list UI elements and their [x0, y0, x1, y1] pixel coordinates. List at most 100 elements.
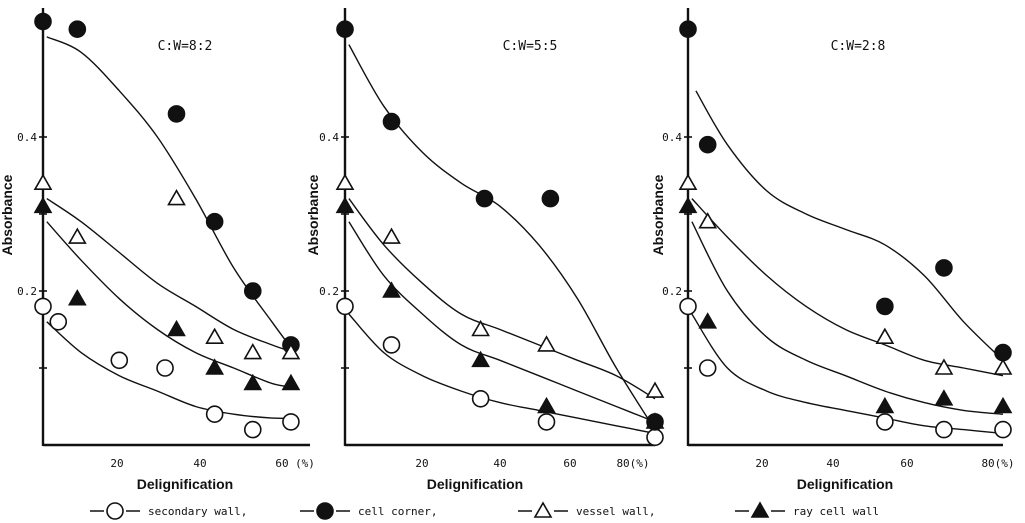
- legend-marker: [533, 501, 553, 518]
- data-point: [698, 312, 718, 329]
- fit-curve: [691, 313, 1004, 435]
- series-open-triangle: [678, 173, 1013, 377]
- data-point: [471, 389, 490, 408]
- legend-label: vessel wall,: [576, 505, 655, 518]
- data-point: [243, 420, 262, 439]
- data-point: [698, 359, 717, 377]
- fit-curve: [348, 221, 656, 423]
- data-point: [993, 358, 1013, 375]
- x-tick-label-1: 20: [415, 457, 428, 470]
- data-point: [934, 358, 954, 375]
- data-point: [205, 327, 225, 345]
- data-point: [110, 351, 129, 370]
- data-point: [645, 381, 665, 398]
- chart-panel-2: 0.2 0.4 20 40 60 80(%) Delignification Absorban…: [305, 8, 665, 492]
- data-point: [167, 188, 186, 206]
- data-point: [935, 259, 953, 277]
- series-open-triangle: [33, 173, 301, 360]
- data-point: [282, 413, 300, 431]
- data-point: [34, 12, 52, 31]
- data-point: [33, 173, 53, 190]
- y-axis-label: Absorbance: [650, 174, 666, 255]
- data-point: [281, 373, 301, 391]
- y-tick-label-1: 0.2: [17, 285, 37, 298]
- fit-curve: [46, 198, 295, 354]
- x-tick-label-3: 60: [900, 457, 913, 470]
- x-tick-label-4: (%): [295, 457, 315, 470]
- legend-item: vessel wall,: [518, 501, 655, 518]
- data-point: [994, 343, 1012, 362]
- data-point: [678, 173, 698, 190]
- legend-label: ray cell wall: [793, 505, 879, 518]
- data-point: [994, 420, 1012, 439]
- data-point: [49, 312, 68, 331]
- x-tick-label-2: 40: [493, 457, 506, 470]
- y-tick-label-2: 0.4: [17, 131, 37, 144]
- x-tick-label-1: 20: [110, 457, 123, 470]
- panel-title: C:W=5:5: [503, 39, 558, 54]
- x-axis-label: Delignification: [797, 476, 893, 492]
- legend-item: secondary wall,: [90, 502, 247, 520]
- fit-curve: [46, 221, 295, 388]
- x-tick-label-1: 20: [755, 457, 768, 470]
- fit-curve: [348, 313, 656, 435]
- series-filled-triangle: [678, 196, 1013, 415]
- data-point: [243, 342, 263, 360]
- data-point: [205, 358, 225, 375]
- data-point: [67, 227, 87, 244]
- data-point: [645, 412, 665, 429]
- data-point: [537, 335, 556, 352]
- data-point: [68, 20, 87, 39]
- data-point: [336, 20, 354, 39]
- x-axis-label: Delignification: [427, 476, 523, 492]
- x-axis-label: Delignification: [137, 476, 233, 492]
- data-point: [382, 112, 401, 131]
- data-point: [875, 327, 895, 345]
- data-point: [281, 342, 301, 360]
- data-point: [646, 428, 664, 447]
- y-tick-label-1: 0.2: [319, 285, 339, 298]
- legend-item: ray cell wall: [735, 501, 879, 518]
- data-point: [382, 336, 401, 354]
- data-point: [167, 319, 186, 337]
- data-point: [205, 212, 224, 231]
- data-point: [335, 173, 355, 190]
- data-point: [475, 189, 494, 208]
- data-point: [993, 396, 1013, 414]
- series-open-triangle: [335, 173, 665, 400]
- legend: secondary wall, cell corner, vessel wall, r…: [90, 501, 879, 520]
- y-tick-label-1: 0.2: [662, 285, 682, 298]
- data-point: [876, 297, 894, 316]
- data-point: [471, 350, 491, 368]
- x-tick-label-3: 60: [275, 457, 288, 470]
- fit-curve: [691, 221, 1004, 415]
- data-point: [876, 413, 894, 431]
- series-filled-triangle: [33, 196, 301, 391]
- fit-curve: [691, 198, 1004, 377]
- legend-marker: [106, 502, 124, 520]
- fit-curve: [348, 198, 656, 400]
- series-filled-circle: [336, 20, 664, 431]
- fit-curve: [46, 321, 295, 420]
- data-point: [382, 281, 401, 298]
- data-point: [167, 105, 186, 123]
- chart-panel-1: 0.2 0.4 20 40 60 (%) Delignification Absorbance…: [0, 8, 315, 492]
- data-point: [335, 196, 355, 214]
- legend-marker: [316, 502, 334, 520]
- data-point: [541, 189, 560, 208]
- x-tick-label-2: 40: [193, 457, 206, 470]
- data-point: [698, 212, 718, 229]
- x-tick-label-3: 60: [563, 457, 576, 470]
- fit-curve: [46, 36, 296, 354]
- data-point: [678, 196, 698, 214]
- y-axis-label: Absorbance: [305, 174, 321, 255]
- data-point: [34, 297, 52, 316]
- data-point: [156, 359, 174, 377]
- y-axis-label: Absorbance: [0, 174, 15, 255]
- series-open-circle: [34, 297, 300, 439]
- fit-curve: [695, 90, 1004, 361]
- data-point: [243, 373, 263, 391]
- data-point: [471, 319, 491, 337]
- data-point: [205, 405, 224, 424]
